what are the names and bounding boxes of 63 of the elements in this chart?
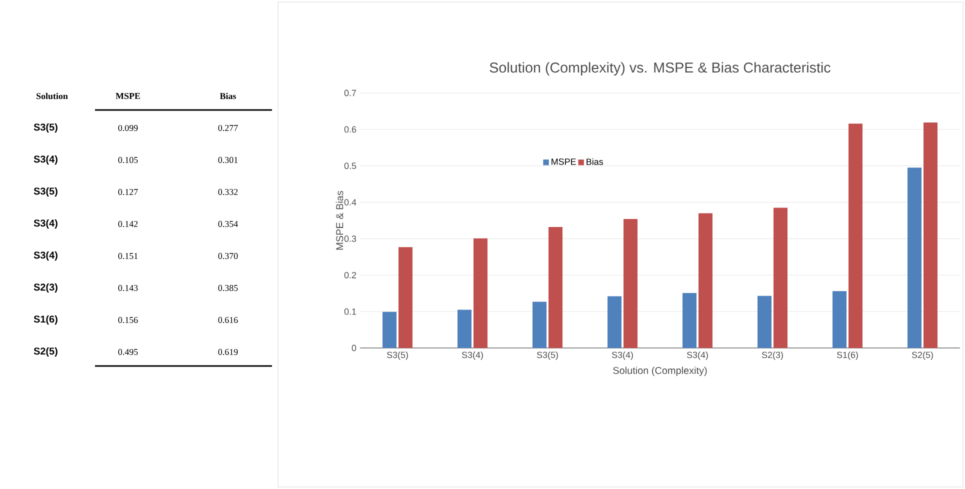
bar xyxy=(624,219,638,348)
data-label: 0.105 xyxy=(118,156,138,164)
bar xyxy=(758,296,772,348)
category-label: S3(4) xyxy=(34,251,58,261)
bar xyxy=(382,312,397,348)
data-label: 0.143 xyxy=(118,284,138,292)
y-tick-label: 0.2 xyxy=(344,272,356,278)
y-tick-label: 0.6 xyxy=(344,126,356,133)
category-label: S3(5) xyxy=(34,187,58,197)
bar xyxy=(924,122,938,348)
x-tick-label: S3(5) xyxy=(536,352,558,360)
data-label: 0.099 xyxy=(118,124,138,132)
data-label: 0.301 xyxy=(218,156,238,164)
data-label: 0.332 xyxy=(218,188,238,196)
data-label: 0.616 xyxy=(218,316,238,324)
data-label: 0.277 xyxy=(218,124,238,132)
x-tick-label: S2(3) xyxy=(762,352,783,360)
x-axis-title: Solution (Complexity) xyxy=(613,366,707,376)
bar xyxy=(548,227,563,348)
data-label: 0.142 xyxy=(118,220,138,228)
bar xyxy=(458,310,472,348)
y-tick-label: 0 xyxy=(352,344,356,352)
bar xyxy=(474,238,488,348)
x-tick-label: S2(5) xyxy=(912,352,933,360)
data-label: 0.151 xyxy=(118,252,138,260)
category-label: S3(4) xyxy=(34,155,58,165)
data-label: 0.370 xyxy=(218,252,238,260)
text: MSPE xyxy=(116,92,140,100)
data-label: 0.385 xyxy=(218,284,238,292)
data-label: 0.354 xyxy=(218,220,238,228)
bar xyxy=(908,168,922,348)
y-tick-label: 0.1 xyxy=(344,308,356,315)
y-tick-label: 0.5 xyxy=(344,162,356,170)
bar xyxy=(848,124,863,348)
category-label: S2(3) xyxy=(34,283,58,293)
legend-label: MSPE xyxy=(552,158,576,165)
y-tick-label: 0.3 xyxy=(344,236,356,242)
legend-label: Bias xyxy=(586,158,604,165)
category-label: S3(4) xyxy=(34,219,58,229)
x-tick-label: S3(4) xyxy=(612,352,633,360)
x-tick-label: S1(6) xyxy=(836,352,858,360)
y-axis-title: MSPE & Bias xyxy=(336,190,344,250)
text: Bias xyxy=(220,92,236,100)
chart-title: Solution (Complexity) vs. MSPE & Bias Characteristic xyxy=(490,62,830,76)
bar xyxy=(682,292,697,348)
x-tick-label: S3(4) xyxy=(686,352,708,360)
bar xyxy=(832,291,847,348)
bar xyxy=(532,302,547,348)
bar xyxy=(398,247,413,348)
category-label: S3(5) xyxy=(34,123,58,133)
bar xyxy=(608,296,622,348)
data-label: 0.156 xyxy=(118,316,138,324)
bar xyxy=(774,208,788,348)
y-tick-label: 0.4 xyxy=(344,199,356,206)
x-tick-label: S3(4) xyxy=(462,352,483,360)
y-tick-label: 0.7 xyxy=(344,90,356,96)
data-label: 0.495 xyxy=(118,348,138,356)
category-label: S1(6) xyxy=(34,315,58,325)
text: Solution xyxy=(36,92,68,100)
x-tick-label: S3(5) xyxy=(386,352,408,360)
bar xyxy=(698,213,713,348)
data-label: 0.127 xyxy=(118,188,138,196)
data-label: 0.619 xyxy=(218,348,238,356)
